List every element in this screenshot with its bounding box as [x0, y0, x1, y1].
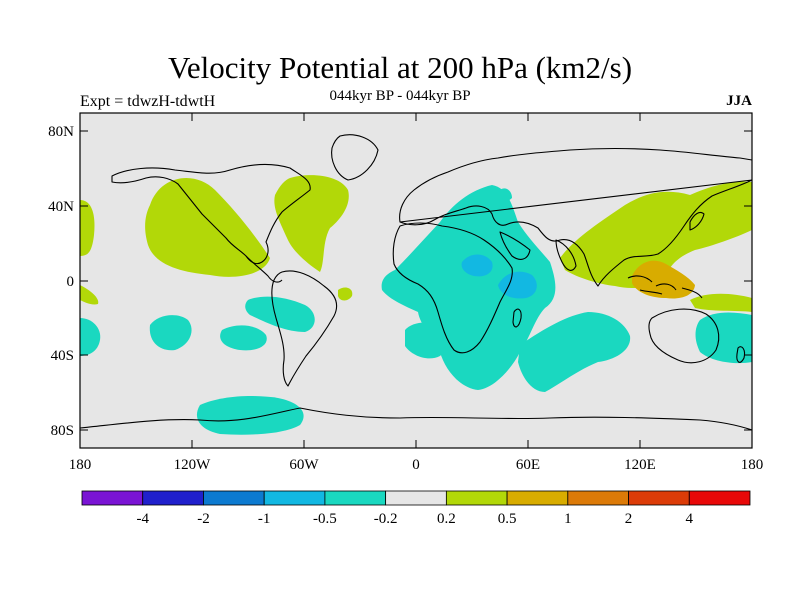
- lon-label-120w: 120W: [174, 457, 212, 473]
- colorbar-box: [263, 490, 326, 506]
- lon-label-180-west: 180: [69, 457, 92, 473]
- colorbar-label: -0.2: [374, 511, 398, 527]
- latitude-axis: [80, 130, 752, 431]
- colorbar-label: 0.5: [498, 511, 517, 527]
- colorbar-label: -0.5: [313, 511, 337, 527]
- experiment-label: Expt = tdwzH-tdwtH: [80, 93, 216, 110]
- lon-label-180-east: 180: [741, 457, 764, 473]
- colorbar-box: [324, 490, 387, 506]
- colorbar-label: 2: [625, 511, 633, 527]
- lat-label-40n: 40N: [48, 199, 74, 215]
- negative-anomaly-regions: [80, 185, 752, 435]
- longitude-axis: [191, 113, 641, 448]
- colorbar-box: [445, 490, 508, 506]
- season-label: JJA: [726, 93, 752, 109]
- lon-label-60w: 60W: [289, 457, 319, 473]
- positive-anomaly-regions: [80, 175, 752, 312]
- lon-label-0: 0: [412, 457, 420, 473]
- colorbar-box: [567, 490, 629, 506]
- map-field: [80, 113, 752, 448]
- lon-label-120e: 120E: [624, 457, 656, 473]
- lat-label-80s: 80S: [51, 423, 74, 439]
- colorbar-label: 0.2: [437, 511, 456, 527]
- chart-subtitle: 044kyr BP - 044kyr BP: [329, 88, 471, 104]
- colorbar-box: [628, 490, 690, 506]
- coastlines: [80, 134, 752, 431]
- colorbar-label: -4: [136, 511, 149, 527]
- colorbar-box: [506, 490, 569, 506]
- lat-label-40s: 40S: [51, 348, 74, 364]
- colorbar-box: [203, 490, 265, 506]
- negative-minimum-regions: [461, 254, 537, 299]
- lon-label-60e: 60E: [516, 457, 540, 473]
- colorbar-label: 4: [686, 511, 694, 527]
- colorbar-label: 1: [564, 511, 572, 527]
- colorbar-box: [688, 490, 751, 506]
- colorbar-box: [142, 490, 204, 506]
- colorbar-label: -2: [197, 511, 210, 527]
- chart-title: Velocity Potential at 200 hPa (km2/s): [167, 50, 633, 85]
- colorbar: -4 -2 -1 -0.5 -0.2 0.2 0.5 1 2 4: [81, 490, 751, 527]
- lat-label-equator: 0: [67, 274, 75, 290]
- lat-label-80n: 80N: [48, 124, 74, 140]
- positive-maximum-region: [632, 260, 695, 299]
- colorbar-label: -1: [258, 511, 271, 527]
- colorbar-box: [81, 490, 144, 506]
- colorbar-box: [385, 490, 447, 506]
